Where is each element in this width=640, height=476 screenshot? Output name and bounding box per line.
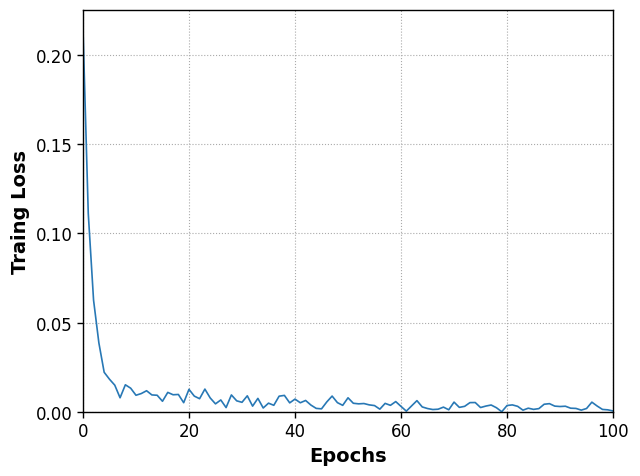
X-axis label: Epochs: Epochs <box>309 446 387 465</box>
Y-axis label: Traing Loss: Traing Loss <box>11 149 30 273</box>
